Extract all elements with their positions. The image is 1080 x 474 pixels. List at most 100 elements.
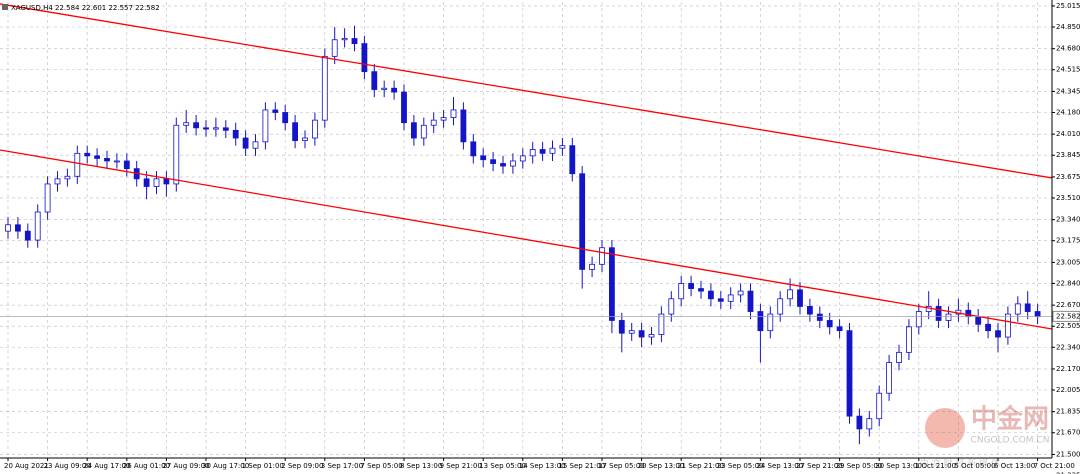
y-tick-label: 23.175	[1056, 237, 1080, 245]
candle-body	[232, 129, 239, 139]
candle-body	[173, 124, 180, 185]
x-tick-label: 2 Sep 09:00	[281, 462, 323, 470]
candle-body	[1024, 303, 1031, 312]
candle-body	[74, 152, 81, 177]
y-tick-label: 22.170	[1056, 365, 1080, 373]
brand: 中金网	[971, 404, 1049, 435]
x-tick-label: 8 Sep 13:00	[400, 462, 442, 470]
candle-body	[599, 247, 605, 265]
x-tick-label: 30 Sep 13:00	[875, 462, 922, 470]
x-tick-label: 24 Sep 13:00	[756, 462, 803, 470]
candle-body	[410, 122, 417, 139]
candle-body	[559, 145, 566, 149]
candle-body	[94, 155, 100, 159]
candle-body	[371, 71, 378, 90]
candle-body	[856, 415, 863, 430]
x-tick-label: 15 Sep 21:00	[558, 462, 605, 470]
candle-body	[163, 178, 170, 185]
y-tick-label: 23.340	[1056, 216, 1080, 224]
candle-body	[450, 109, 457, 118]
x-tick-label: 7 Sep 05:00	[360, 462, 402, 470]
y-tick-label: 21.500	[1056, 450, 1080, 458]
x-tick-label: 23 Aug 09:00	[44, 462, 91, 470]
candle-body	[430, 119, 437, 126]
candle-body	[688, 283, 694, 289]
candle-body	[816, 313, 823, 321]
candle-body	[321, 55, 328, 121]
candle-body	[628, 330, 635, 334]
candle-body	[262, 109, 269, 143]
candle-body	[797, 289, 803, 307]
y-tick-label: 24.345	[1056, 87, 1080, 95]
plot	[0, 3, 1053, 445]
candle-body	[708, 290, 714, 300]
y-tick-label: 21.335	[1056, 471, 1080, 474]
y-tick-label: 23.845	[1056, 151, 1080, 159]
last-price-box	[1052, 310, 1080, 322]
x-tick-label: 27 Sep 21:00	[796, 462, 843, 470]
candle-body	[1034, 311, 1041, 318]
candle-body	[777, 298, 784, 315]
x-tick-label: 1 Oct 21:00	[915, 462, 956, 470]
candle-body	[767, 313, 774, 332]
candle-body	[886, 362, 892, 394]
candle-body	[737, 290, 744, 296]
candle-body	[678, 283, 685, 300]
x-tick-label: 3 Sep 17:00	[321, 462, 363, 470]
y-tick-label: 24.680	[1056, 45, 1080, 53]
candle-body	[331, 39, 338, 57]
candle-body	[658, 313, 665, 335]
x-tick-label: 17 Sep 05:00	[598, 462, 645, 470]
candle-body	[143, 178, 150, 187]
candle-body	[638, 330, 645, 338]
candle-body	[351, 38, 358, 44]
candle-body	[341, 38, 348, 41]
x-tick-label: 23 Sep 05:00	[717, 462, 764, 470]
watermark: 中金网 CNGOLD.COM.CN 中 文 财 经 新 媒 体	[920, 404, 1050, 470]
candle-body	[460, 109, 467, 143]
y-tick-label: 24.850	[1056, 23, 1080, 31]
candle-body	[826, 320, 833, 328]
candle-body	[698, 288, 704, 292]
y-tick-label: 22.840	[1056, 279, 1080, 287]
candle-body	[747, 290, 754, 312]
trendline	[0, 149, 1053, 330]
candle-body	[529, 149, 536, 157]
x-tick-label: 27 Aug 09:00	[162, 462, 209, 470]
tagline: 中 文 财 经 新 媒 体	[920, 458, 1000, 470]
y-tick-label: 22.505	[1056, 322, 1080, 330]
x-tick-label: 21 Sep 21:00	[677, 462, 724, 470]
candle-body	[242, 137, 249, 149]
candle-body	[64, 175, 71, 180]
candle-body	[539, 149, 546, 154]
candle-body	[34, 211, 41, 241]
candle-body	[727, 294, 734, 302]
candle-body	[114, 160, 120, 163]
last-price-label: 22.582	[1056, 312, 1080, 320]
x-tick-label: 20 Sep 13:00	[638, 462, 685, 470]
candle-body	[509, 160, 516, 167]
x-tick-label: 6 Oct 13:00	[994, 462, 1035, 470]
x-tick-label: 1 Sep 01:00	[242, 462, 284, 470]
candle-body	[104, 158, 110, 162]
x-tick-label: 30 Aug 17:00	[202, 462, 249, 470]
candle-body	[193, 122, 200, 129]
candle-body	[995, 330, 1001, 338]
candle-body	[648, 334, 655, 338]
y-tick-label: 22.670	[1056, 301, 1080, 309]
candle-body	[44, 183, 51, 213]
y-tick-label: 22.340	[1056, 343, 1080, 351]
candle-body	[420, 124, 427, 139]
candle-body	[975, 316, 982, 325]
candle-body	[549, 147, 556, 154]
y-tick-label: 24.515	[1056, 66, 1080, 74]
candle-body	[668, 298, 675, 315]
trendline	[0, 3, 1053, 179]
candle-body	[757, 311, 764, 332]
candle-body	[391, 87, 398, 93]
x-tick-label: 9 Sep 21:00	[440, 462, 482, 470]
candle-body	[846, 330, 853, 417]
candle-body	[609, 247, 615, 321]
x-tick-label: 24 Aug 17:00	[83, 462, 130, 470]
x-tick-label: 26 Aug 01:00	[123, 462, 170, 470]
